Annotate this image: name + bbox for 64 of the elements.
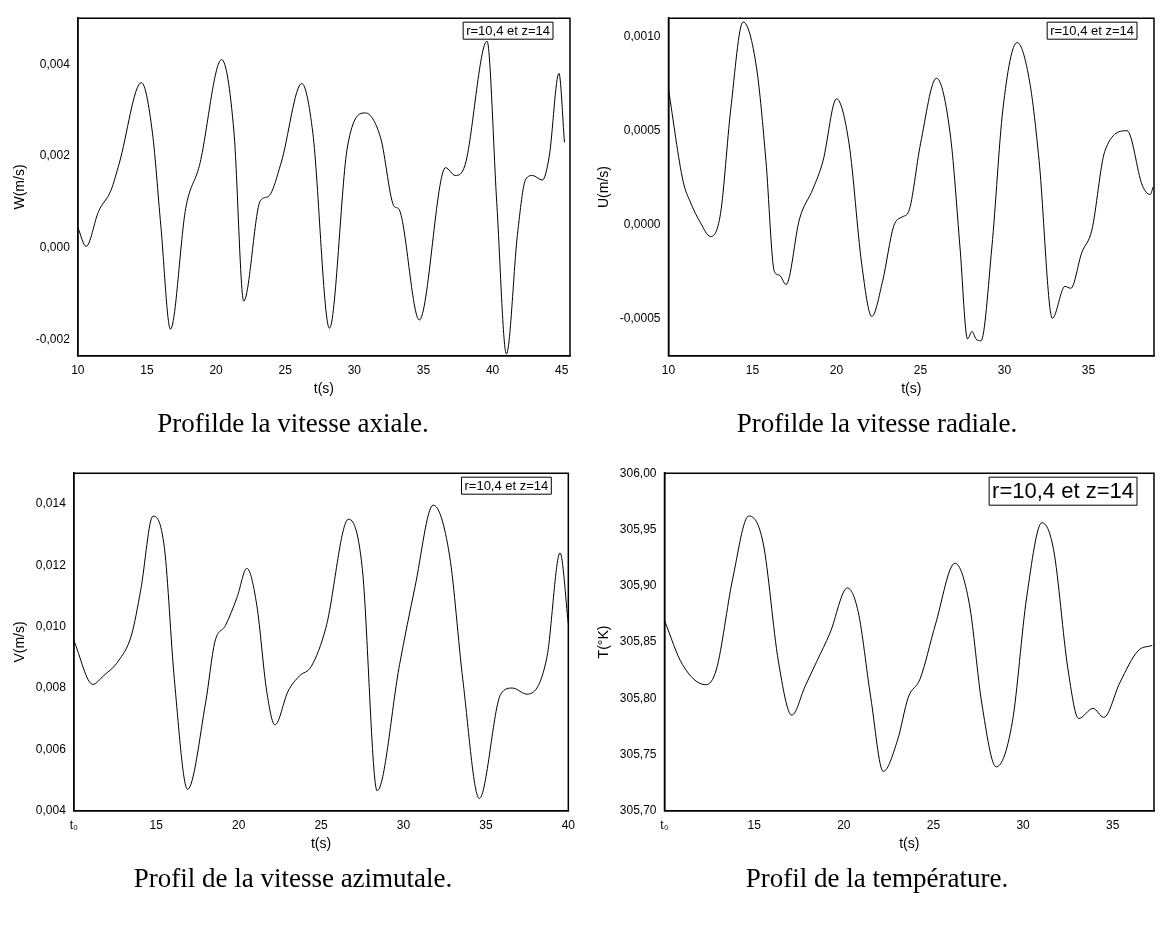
x-tick-label: 20 [829, 363, 844, 378]
y-tick-label: 0,000 [39, 240, 71, 255]
x-tick-label: 15 [149, 818, 164, 833]
x-tick-label: 25 [278, 363, 293, 378]
x-tick-label: 15 [745, 363, 760, 378]
y-tick-label: 305,80 [619, 690, 657, 705]
y-tick-label: 0,004 [39, 56, 71, 71]
x-tick-label: 30 [997, 363, 1012, 378]
x-axis-title: t(s) [310, 835, 332, 852]
y-tick-label: 305,85 [619, 634, 657, 649]
x-tick-label: 20 [209, 363, 224, 378]
x-tick-label: 35 [479, 818, 493, 833]
y-tick-label: 305,75 [619, 746, 657, 761]
text: Profil de la température. [744, 863, 1010, 894]
x-tick-label: 25 [314, 818, 329, 833]
x-tick-label: 30 [1016, 818, 1031, 833]
text: Profilde la vitesse axiale. [156, 408, 430, 439]
x-tick-label: 35 [416, 363, 431, 378]
x-tick-label: 30 [396, 818, 411, 833]
annotation: r=10,4 et z=14 [992, 478, 1135, 504]
y-tick-label: -0,0005 [619, 310, 661, 325]
x-tick-label: 10 [71, 363, 85, 378]
x-axis-title: t(s) [313, 380, 335, 397]
x-tick-label: 25 [913, 363, 928, 378]
y-tick-label: 0,008 [35, 680, 67, 695]
y-tick-label: 0,004 [35, 803, 67, 818]
x-axis-title: t(s) [899, 835, 920, 852]
y-axis-title: T(°K) [595, 625, 612, 659]
y-tick-label: 305,70 [619, 803, 657, 818]
x-tick-label: 15 [747, 818, 762, 833]
x-tick-label: 20 [231, 818, 246, 833]
x-tick-label: 25 [926, 818, 941, 833]
y-tick-label: 0,0005 [623, 123, 661, 138]
x-tick-label: 10 [661, 363, 676, 378]
x-tick-label: t₀ [69, 818, 78, 833]
x-tick-label: 30 [347, 363, 362, 378]
y-tick-label: 306,00 [619, 465, 657, 480]
y-tick-label: 305,90 [619, 578, 657, 593]
y-tick-label: -0,002 [35, 332, 71, 347]
x-tick-label: 35 [1081, 363, 1096, 378]
x-tick-label: t₀ [660, 818, 669, 833]
x-tick-label: 40 [485, 363, 500, 378]
y-tick-label: 0,002 [39, 148, 71, 163]
y-axis-title: U(m/s) [595, 166, 612, 208]
text: Profil de la vitesse azimutale. [132, 863, 454, 894]
y-tick-label: 0,006 [35, 741, 67, 756]
y-tick-label: 0,014 [35, 496, 67, 511]
text: Profilde la vitesse radiale. [735, 408, 1019, 439]
y-tick-label: 0,0010 [623, 29, 661, 44]
y-tick-label: 0,012 [35, 557, 67, 572]
x-tick-label: 20 [837, 818, 851, 833]
x-axis-title: t(s) [901, 380, 922, 397]
x-tick-label: 45 [555, 363, 569, 378]
x-tick-label: 15 [140, 363, 154, 378]
y-axis-title: V(m/s) [11, 621, 28, 663]
annotation: r=10,4 et z=14 [1050, 23, 1134, 39]
x-tick-label: 40 [561, 818, 576, 833]
annotation: r=10,4 et z=14 [464, 478, 549, 494]
x-tick-label: 35 [1106, 818, 1120, 833]
y-tick-label: 305,95 [619, 521, 657, 536]
y-tick-label: 0,010 [35, 618, 67, 633]
annotation: r=10,4 et z=14 [466, 23, 550, 39]
y-axis-title: W(m/s) [11, 164, 28, 210]
y-tick-label: 0,0000 [623, 216, 661, 231]
